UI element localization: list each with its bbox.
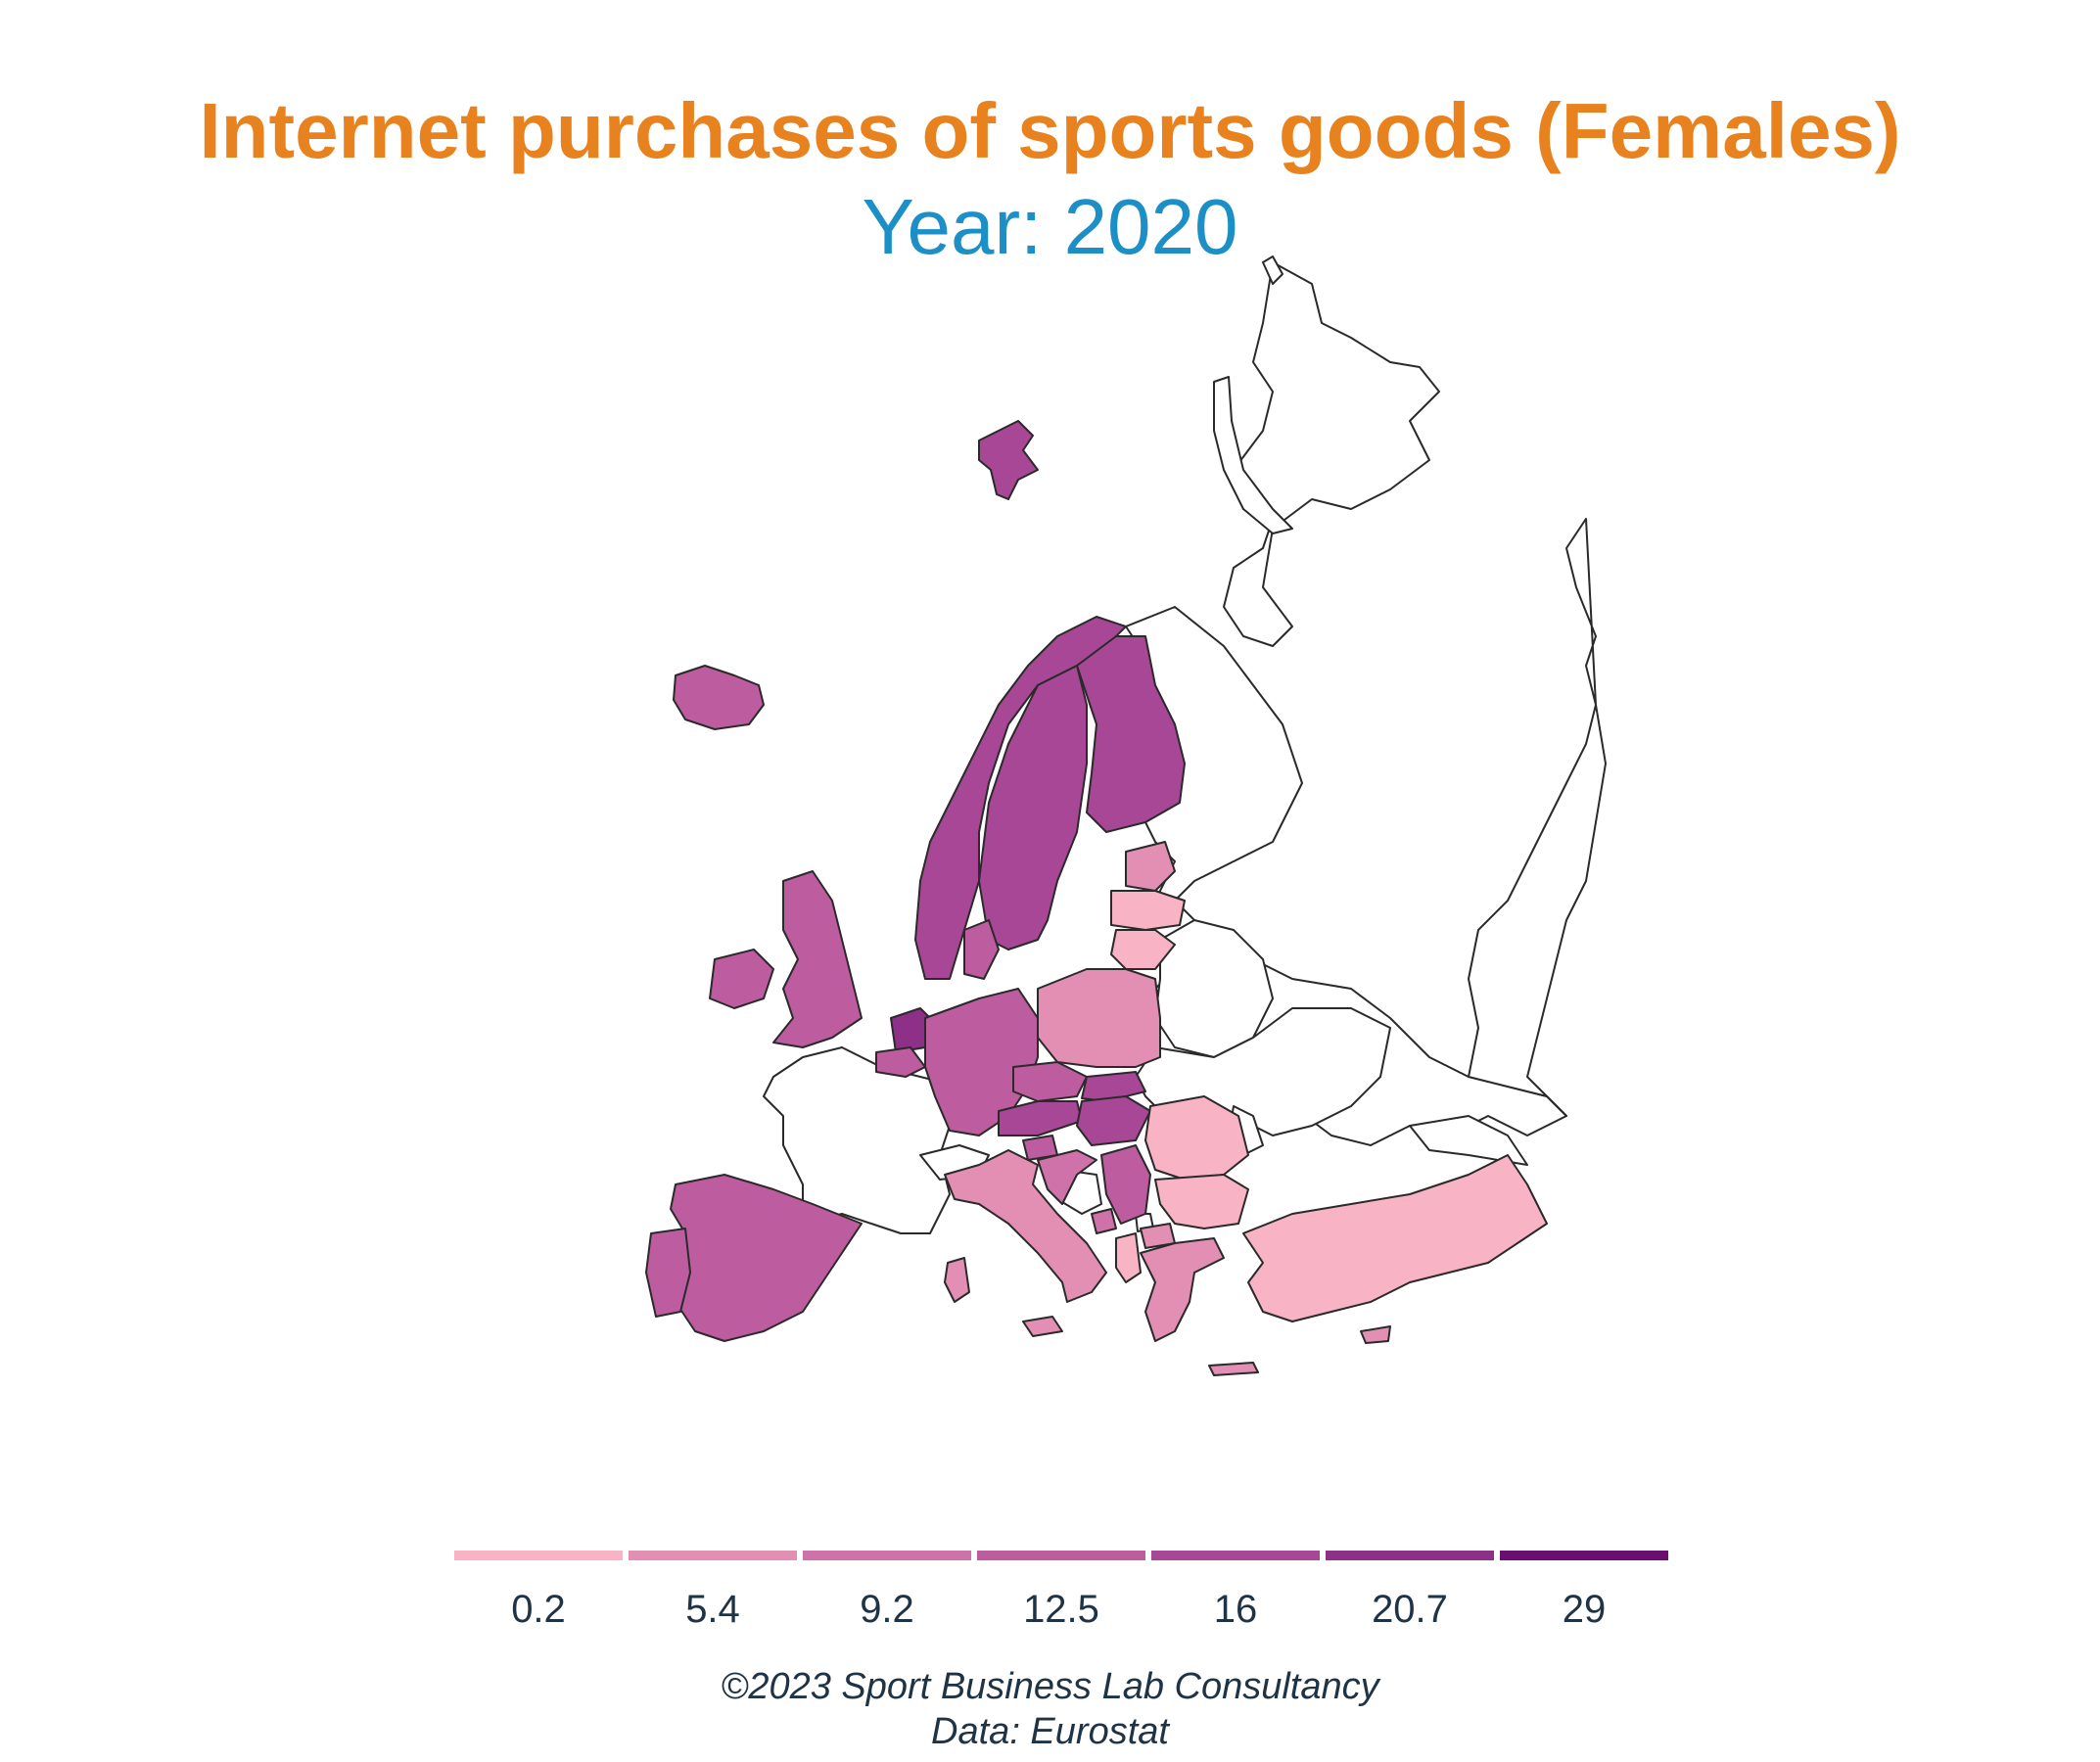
region-czechia	[1012, 1061, 1088, 1102]
region-hungary	[1076, 1095, 1151, 1146]
region-portugal	[645, 1228, 691, 1318]
legend-swatch	[803, 1551, 971, 1560]
legend-swatch	[454, 1551, 623, 1560]
region-norway	[914, 616, 1127, 980]
legend-swatch	[1500, 1551, 1668, 1560]
region-turkey	[1242, 1154, 1548, 1322]
region-lithuania	[1110, 929, 1176, 970]
region-poland	[1037, 968, 1161, 1068]
region-montenegro	[1091, 1208, 1117, 1234]
region-russia-east	[1468, 518, 1607, 1117]
region-caucasus	[1409, 1115, 1528, 1166]
region-denmark	[963, 919, 1000, 980]
legend-swatch	[629, 1551, 797, 1560]
legend-item: 0.2	[454, 1551, 623, 1632]
legend-label: 20.7	[1372, 1588, 1448, 1631]
region-novaya-zemlya	[1213, 376, 1293, 534]
legend-item: 12.5	[977, 1551, 1145, 1632]
region-latvia	[1110, 890, 1186, 931]
legend-label: 29	[1562, 1588, 1607, 1631]
region-belgium	[875, 1046, 926, 1078]
region-cyprus	[1360, 1325, 1391, 1344]
legend-item: 16	[1151, 1551, 1320, 1632]
region-serbia	[1100, 1144, 1151, 1225]
legend: 0.2 5.4 9.2 12.5 16 20.7 29	[454, 1551, 1670, 1658]
legend-label: 12.5	[1023, 1588, 1099, 1631]
region-sardinia	[944, 1257, 970, 1303]
region-ireland	[709, 949, 774, 1009]
region-iceland	[673, 665, 765, 730]
region-germany	[924, 988, 1039, 1136]
legend-item: 29	[1500, 1551, 1668, 1632]
legend-label: 0.2	[511, 1588, 566, 1631]
region-greece	[1140, 1237, 1225, 1342]
region-finland	[1076, 635, 1186, 833]
region-albania	[1115, 1232, 1142, 1283]
region-italy	[944, 1149, 1107, 1303]
legend-item: 5.4	[629, 1551, 797, 1632]
region-russia-north	[1223, 261, 1440, 647]
region-sicily	[1022, 1316, 1063, 1337]
chart-title: Internet purchases of sports goods (Fema…	[199, 87, 1901, 174]
region-uk	[772, 870, 863, 1048]
chart-subtitle: Year: 2020	[862, 183, 1238, 270]
caption-source: Data: Eurostat	[931, 1711, 1169, 1752]
legend-swatch	[977, 1551, 1145, 1560]
region-bulgaria	[1154, 1174, 1249, 1229]
legend-item: 20.7	[1326, 1551, 1494, 1632]
region-france	[763, 1046, 960, 1234]
legend-label: 5.4	[685, 1588, 740, 1631]
legend-swatch	[1151, 1551, 1320, 1560]
caption-copyright: ©2023 Sport Business Lab Consultancy	[721, 1666, 1379, 1707]
region-estonia	[1125, 841, 1176, 892]
region-crete	[1208, 1362, 1259, 1376]
legend-label: 16	[1213, 1588, 1258, 1631]
legend-swatch	[1326, 1551, 1494, 1560]
region-croatia	[1037, 1149, 1097, 1205]
legend-item: 9.2	[803, 1551, 971, 1632]
region-svalbard	[978, 420, 1039, 500]
caption: ©2023 Sport Business Lab Consultancy Dat…	[0, 1664, 2100, 1754]
region-sweden	[978, 665, 1088, 951]
legend-label: 9.2	[860, 1588, 914, 1631]
region-svalbard-north	[1262, 255, 1283, 285]
